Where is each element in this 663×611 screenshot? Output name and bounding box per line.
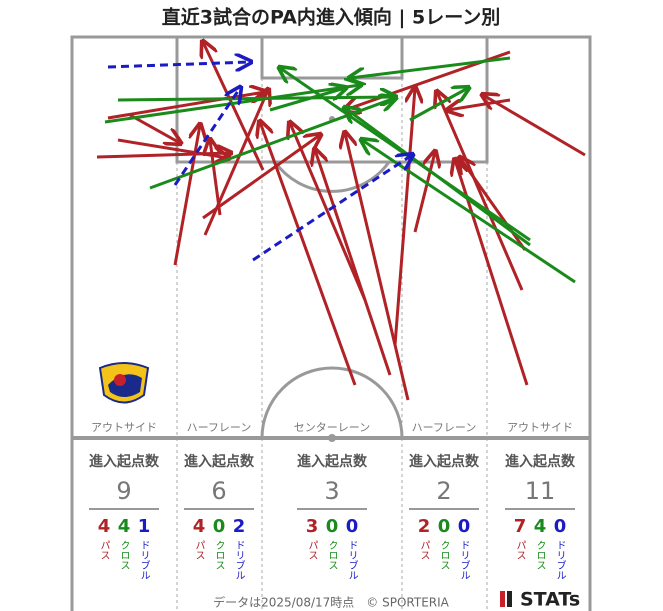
breakdown-label: パス [418,540,430,560]
breakdown-value: 2 [233,516,246,537]
breakdown-value: 0 [438,516,451,537]
breakdown-value: 0 [458,516,471,537]
breakdown-label: ドリブル [233,540,245,580]
lane-stats: アウトサイド進入起点数94パス4クロス1ドリブルハーフレーン進入起点数64パス0… [89,421,576,580]
lane-name: ハーフレーン [187,421,252,434]
breakdown-value: 4 [98,516,111,537]
breakdown-label: パス [98,540,110,560]
breakdown-value: 0 [554,516,567,537]
lane-label: 進入起点数 [297,453,368,470]
logo-text: STATs [520,589,580,611]
breakdown-label: ドリブル [458,540,470,580]
lane-name: アウトサイド [507,421,573,434]
lane-label: 進入起点数 [184,453,255,470]
title: 直近3試合のPA内進入傾向 | 5レーン別 [162,6,501,29]
breakdown-label: ドリブル [554,540,566,580]
lane-name: ハーフレーン [412,421,477,434]
breakdown-value: 2 [418,516,431,537]
lane-label: 進入起点数 [409,453,480,470]
club-logo [98,362,150,404]
breakdown-value: 3 [306,516,319,537]
breakdown-label: クロス [118,540,129,570]
lane-total: 3 [324,477,339,505]
lane-total: 2 [436,477,451,505]
footer: データは2025/08/17時点 © SPORTERIA [213,595,450,610]
breakdown-label: パス [306,540,318,560]
breakdown-label: ドリブル [138,540,150,580]
breakdown-value: 4 [118,516,131,537]
breakdown-label: クロス [534,540,545,570]
breakdown-label: パス [193,540,205,560]
breakdown-value: 0 [346,516,359,537]
lane-total: 9 [116,477,131,505]
lane-label: 進入起点数 [505,453,576,470]
lane-total: 11 [525,477,556,505]
breakdown-value: 4 [534,516,547,537]
stats-logo: STATs [500,589,580,611]
breakdown-label: クロス [438,540,449,570]
breakdown-value: 1 [138,516,151,537]
breakdown-label: クロス [213,540,224,570]
breakdown-label: ドリブル [346,540,358,580]
lane-name: アウトサイド [91,421,157,434]
lane-total: 6 [211,477,226,505]
breakdown-value: 7 [514,516,527,537]
lane-label: 進入起点数 [89,453,160,470]
breakdown-value: 4 [193,516,206,537]
lane-name: センターレーン [294,421,370,434]
breakdown-label: クロス [326,540,337,570]
breakdown-label: パス [514,540,526,560]
arrows [96,42,586,401]
breakdown-value: 0 [213,516,226,537]
breakdown-value: 0 [326,516,339,537]
